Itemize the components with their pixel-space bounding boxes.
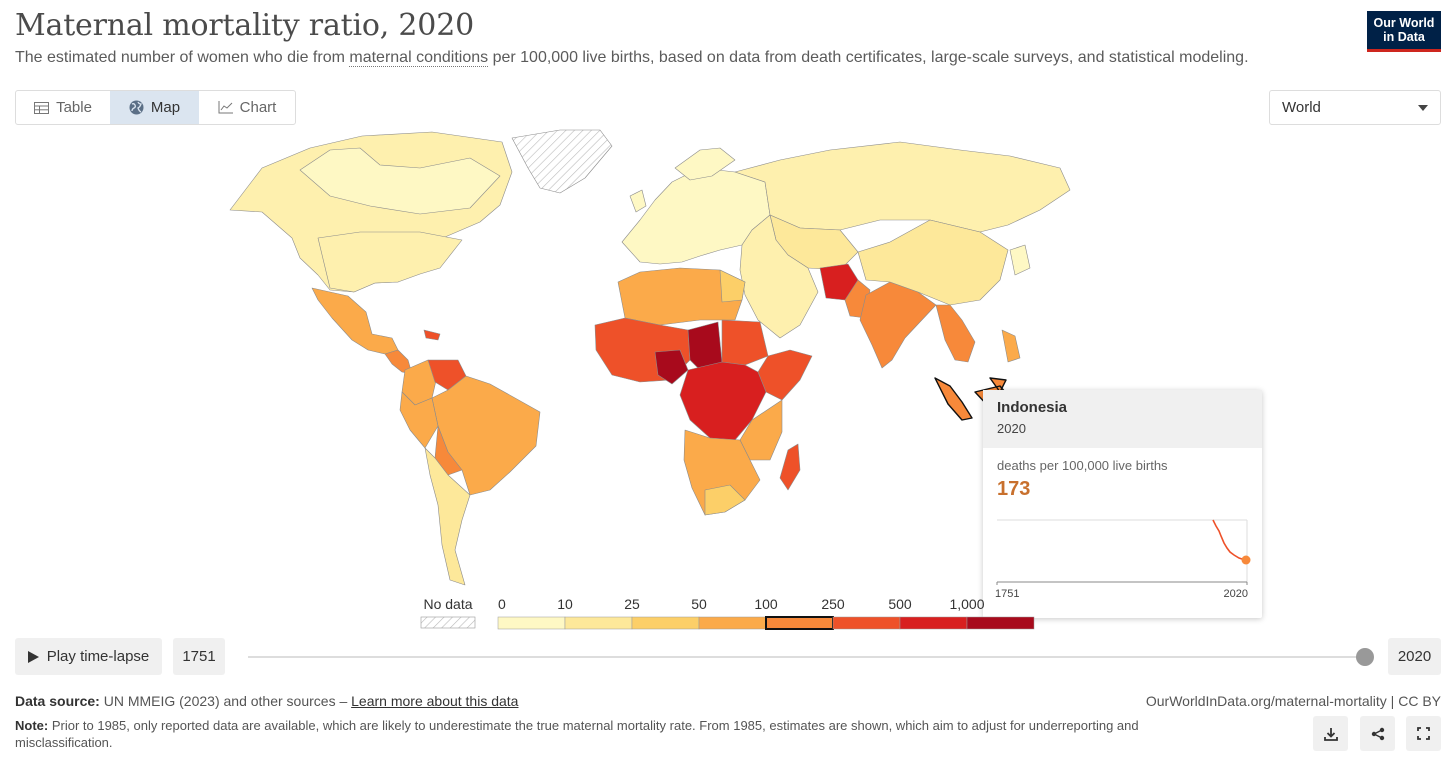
legend-bin-5[interactable] <box>832 616 901 630</box>
source-url[interactable]: OurWorldInData.org/maternal-mortality | … <box>1145 693 1441 709</box>
legend-bin-0[interactable] <box>497 616 566 630</box>
tooltip-sparkline <box>996 519 1251 585</box>
globe-icon <box>129 100 144 115</box>
data-source: Data source: UN MMEIG (2023) and other s… <box>15 693 519 709</box>
footer-note: Note: Prior to 1985, only reported data … <box>15 718 1139 750</box>
legend-bin-6[interactable] <box>899 616 968 630</box>
learn-more-link[interactable]: Learn more about this data <box>351 693 519 709</box>
region-russia[interactable] <box>734 141 1071 233</box>
table-icon <box>34 101 50 114</box>
region-south-africa[interactable] <box>704 484 746 516</box>
region-china[interactable] <box>857 219 1009 306</box>
tooltip-range-start: 1751 <box>995 588 1020 600</box>
region-philippines[interactable] <box>1001 329 1021 363</box>
world-map[interactable] <box>0 128 1100 590</box>
legend-tick-label: 25 <box>624 596 640 612</box>
legend-tick-label: 10 <box>557 596 573 612</box>
region-uk[interactable] <box>629 189 647 213</box>
legend-tick-label: 50 <box>691 596 707 612</box>
caret-down-icon <box>1418 104 1428 111</box>
chart-subtitle: The estimated number of women who die fr… <box>15 49 1249 67</box>
region-japan-korea[interactable] <box>1009 244 1031 276</box>
tooltip-range-end: 2020 <box>1223 588 1248 600</box>
region-se-asia[interactable] <box>935 304 976 363</box>
country-tooltip: Indonesia 2020 deaths per 100,000 live b… <box>983 390 1262 618</box>
region-bolivia[interactable] <box>434 425 463 476</box>
tooltip-year: 2020 <box>997 421 1026 436</box>
play-icon <box>27 650 39 663</box>
tooltip-value: 173 <box>997 478 1031 500</box>
legend-bin-1[interactable] <box>564 616 633 630</box>
tooltip-country: Indonesia <box>997 399 1068 416</box>
timeline-end-year[interactable]: 2020 <box>1388 638 1441 675</box>
legend-tick-label: 100 <box>754 596 778 612</box>
download-button[interactable] <box>1313 716 1348 751</box>
share-button[interactable] <box>1360 716 1395 751</box>
view-tabs: Table Map Chart <box>15 90 296 125</box>
share-icon <box>1371 727 1384 740</box>
download-icon <box>1323 727 1338 741</box>
chart-title: Maternal mortality ratio, 2020 <box>15 8 474 43</box>
sparkline-series <box>1212 519 1246 561</box>
region-peru[interactable] <box>399 391 439 449</box>
tooltip-header: Indonesia 2020 <box>983 390 1262 448</box>
legend-tick-label: 250 <box>821 596 845 612</box>
region-canada-north[interactable] <box>299 147 501 215</box>
tab-chart[interactable]: Chart <box>199 91 295 124</box>
legend-bin-3[interactable] <box>698 616 767 630</box>
region-horn-africa[interactable] <box>757 349 813 401</box>
tab-map[interactable]: Map <box>110 91 199 124</box>
sparkline-endpoint <box>1241 555 1251 565</box>
legend-bin-2[interactable] <box>631 616 700 630</box>
timeline-slider-handle[interactable] <box>1356 648 1374 666</box>
region-greenland[interactable] <box>511 129 613 194</box>
region-egypt[interactable] <box>719 269 746 303</box>
tooltip-metric: deaths per 100,000 live births <box>997 458 1168 473</box>
region-madagascar[interactable] <box>779 443 801 491</box>
fullscreen-button[interactable] <box>1406 716 1441 751</box>
legend-tick-label: 500 <box>888 596 912 612</box>
region-nigeria[interactable] <box>654 349 689 385</box>
region-mexico[interactable] <box>311 287 399 355</box>
legend-tick-label: 0 <box>498 596 506 612</box>
region-caribbean[interactable] <box>423 329 441 341</box>
region-scandinavia[interactable] <box>674 147 736 181</box>
timeline-start-year[interactable]: 1751 <box>173 638 225 675</box>
region-sudan[interactable] <box>721 319 769 366</box>
region-southern-cone[interactable] <box>424 447 471 586</box>
line-chart-icon <box>218 101 233 114</box>
legend-tick-label: 1,000 <box>949 596 984 612</box>
color-legend: No data 0 10 25 50 100 250 500 1,000 <box>420 596 1035 630</box>
legend-bin-4[interactable] <box>765 616 834 630</box>
tab-table[interactable]: Table <box>16 91 110 124</box>
fullscreen-icon <box>1417 727 1430 740</box>
legend-no-data-label: No data <box>423 596 472 612</box>
region-middle-east[interactable] <box>739 214 819 339</box>
play-timelapse-button[interactable]: Play time-lapse <box>15 638 162 675</box>
legend-bin-7[interactable] <box>966 616 1035 630</box>
legend-no-data-swatch[interactable] <box>420 616 476 629</box>
region-select[interactable]: World <box>1269 90 1441 125</box>
timeline-slider-track[interactable] <box>248 656 1366 658</box>
region-usa[interactable] <box>317 231 463 293</box>
owid-logo[interactable]: Our World in Data <box>1367 11 1441 52</box>
maternal-conditions-link[interactable]: maternal conditions <box>349 49 489 67</box>
region-chad-niger[interactable] <box>687 321 723 371</box>
